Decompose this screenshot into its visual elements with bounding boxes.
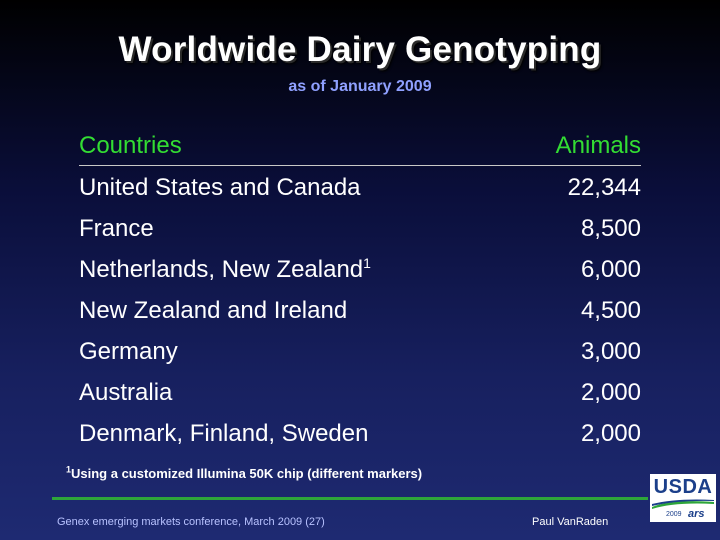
country-cell: France [79, 215, 154, 242]
footer-divider [52, 497, 648, 500]
usda-logo-text: USDA [653, 476, 713, 498]
animals-cell: 4,500 [580, 297, 641, 324]
table-row: United States and Canada 22,344 [79, 166, 641, 207]
country-cell: United States and Canada [79, 174, 361, 201]
animals-cell: 6,000 [580, 256, 641, 283]
usda-swoosh-icon [652, 499, 714, 509]
countries-header: Countries [79, 132, 182, 159]
slide-subtitle: as of January 2009 [288, 78, 432, 95]
table-row: Denmark, Finland, Sweden 2,000 [79, 412, 641, 453]
ars-logo-text: ars [688, 508, 705, 520]
genotyping-table: Countries Animals United States and Cana… [79, 128, 641, 453]
table-row: New Zealand and Ireland 4,500 [79, 289, 641, 330]
table-row: Australia 2,000 [79, 371, 641, 412]
table-row: Netherlands, New Zealand1 6,000 [79, 248, 641, 289]
usda-logo: USDA 2009 ars [650, 474, 716, 522]
logo-year: 2009 [666, 511, 682, 518]
footnote-marker: 1 [363, 255, 371, 271]
table-header: Countries Animals [79, 128, 641, 166]
country-cell: New Zealand and Ireland [79, 297, 348, 324]
footnote: 1Using a customized Illumina 50K chip (d… [66, 464, 423, 481]
slide-title: Worldwide Dairy Genotyping [118, 30, 602, 69]
animals-cell: 2,000 [580, 420, 641, 447]
table-row: France 8,500 [79, 207, 641, 248]
footnote-marker: 1 [66, 464, 72, 475]
country-cell: Australia [79, 379, 173, 406]
animals-cell: 3,000 [580, 338, 641, 365]
country-cell: Netherlands, New Zealand1 [79, 255, 371, 283]
animals-cell: 8,500 [580, 215, 641, 242]
country-cell: Denmark, Finland, Sweden [79, 420, 369, 447]
table-row: Germany 3,000 [79, 330, 641, 371]
footer-author: Paul VanRaden [532, 516, 609, 528]
animals-cell: 2,000 [580, 379, 641, 406]
country-cell: Germany [79, 338, 178, 365]
animals-header: Animals [555, 132, 641, 159]
footer-conference: Genex emerging markets conference, March… [57, 516, 325, 528]
animals-cell: 22,344 [567, 174, 641, 201]
footnote-text: Using a customized Illumina 50K chip (di… [71, 466, 423, 481]
